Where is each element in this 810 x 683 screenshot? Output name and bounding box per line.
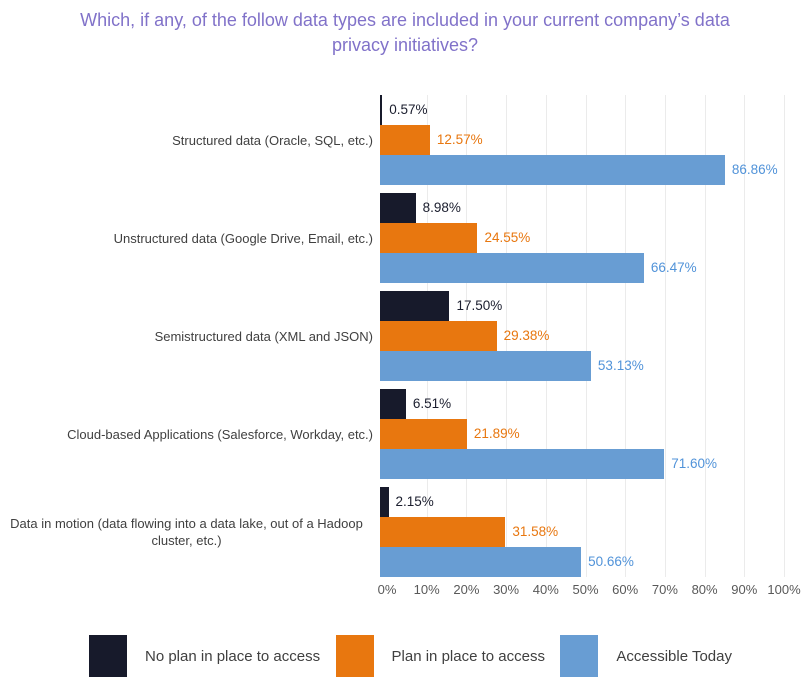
bar-group-structured-data: Structured data (Oracle, SQL, etc.) 0.57…: [0, 95, 810, 185]
legend-label: Plan in place to access: [391, 647, 545, 665]
category-label: Unstructured data (Google Drive, Email, …: [113, 230, 373, 246]
value-label: 29.38%: [503, 328, 550, 343]
bar-no-plan-in-place: [380, 193, 416, 223]
bar-plan-in-place: [380, 517, 506, 547]
value-label: 31.58%: [512, 524, 559, 539]
bar-group-unstructured-data: Unstructured data (Google Drive, Email, …: [0, 193, 810, 283]
value-label: 0.57%: [389, 102, 428, 117]
bar-group-data-in-motion: Data in motion (data flowing into a data…: [0, 487, 810, 577]
bar-accessible-today: [380, 547, 582, 577]
bar-no-plan-in-place: [380, 487, 389, 517]
value-label: 8.98%: [422, 200, 461, 215]
bar-accessible-today: [380, 351, 591, 381]
value-label: 6.51%: [412, 396, 452, 411]
x-tick-label: 70%: [651, 582, 678, 597]
value-label: 21.89%: [473, 426, 520, 441]
value-label: 12.57%: [436, 132, 483, 147]
legend: No plan in place to access Plan in place…: [0, 635, 810, 677]
legend-item-accessible-today: Accessible Today: [560, 635, 732, 677]
bar-accessible-today: [380, 155, 725, 185]
value-label: 50.66%: [588, 554, 634, 569]
gridline: [744, 95, 746, 577]
category-label: Semistructured data (XML and JSON): [154, 328, 373, 344]
x-tick-label: 80%: [691, 582, 718, 597]
bar-plan-in-place: [380, 419, 467, 449]
legend-label: No plan in place to access: [145, 647, 321, 665]
legend-item-no-plan-in-place: No plan in place to access: [89, 635, 320, 677]
value-label: 53.13%: [597, 358, 644, 373]
bar-group-cloud-based-applications: Cloud-based Applications (Salesforce, Wo…: [0, 389, 810, 479]
category-label: Structured data (Oracle, SQL, etc.): [172, 132, 373, 148]
bar-no-plan-in-place: [380, 389, 406, 419]
gridline: [545, 95, 547, 577]
gridline: [784, 95, 785, 577]
gridline: [664, 95, 666, 577]
bar-group-semistructured-data: Semistructured data (XML and JSON) 17.50…: [0, 291, 810, 381]
x-tick-label: 50%: [572, 582, 599, 597]
x-tick-label: 60%: [612, 582, 639, 597]
bar-accessible-today: [380, 449, 665, 479]
gridline: [625, 95, 627, 577]
value-label: 86.86%: [731, 162, 778, 177]
legend-item-plan-in-place: Plan in place to access: [335, 635, 545, 677]
x-tick-label: 0%: [377, 582, 397, 597]
x-tick-label: 30%: [493, 582, 520, 597]
legend-swatch-no-plan-in-place: [89, 635, 127, 677]
legend-swatch-plan-in-place: [335, 635, 374, 677]
bar-groups: Structured data (Oracle, SQL, etc.) 0.57…: [0, 95, 810, 577]
gridline: [585, 95, 587, 577]
gridline: [704, 95, 706, 577]
x-tick-label: 10%: [413, 582, 440, 597]
legend-swatch-accessible-today: [560, 635, 599, 677]
bar-plan-in-place: [380, 125, 430, 155]
bar-no-plan-in-place: [380, 95, 383, 125]
chart-title: Which, if any, of the follow data types …: [80, 10, 730, 55]
value-label: 66.47%: [650, 260, 697, 275]
bar-plan-in-place: [380, 321, 497, 351]
gridline: [506, 95, 508, 577]
value-label: 24.55%: [484, 230, 531, 245]
bar-accessible-today: [380, 253, 644, 283]
bar-plan-in-place: [380, 223, 478, 253]
value-label: 17.50%: [456, 298, 503, 313]
category-label: Data in motion (data flowing into a data…: [10, 516, 363, 548]
x-tick-label: 40%: [532, 582, 559, 597]
x-tick-label: 90%: [731, 582, 758, 597]
bar-no-plan-in-place: [380, 291, 450, 321]
x-axis: 0% 10% 20% 30% 40% 50% 60% 70% 80% 90% 1…: [378, 582, 801, 602]
value-label: 71.60%: [671, 456, 718, 471]
chart-area: Structured data (Oracle, SQL, etc.) 0.57…: [0, 95, 810, 602]
x-tick-label: 100%: [767, 582, 801, 597]
value-label: 2.15%: [395, 494, 434, 509]
category-label: Cloud-based Applications (Salesforce, Wo…: [67, 426, 373, 442]
legend-label: Accessible Today: [616, 647, 732, 665]
x-tick-label: 20%: [453, 582, 480, 597]
